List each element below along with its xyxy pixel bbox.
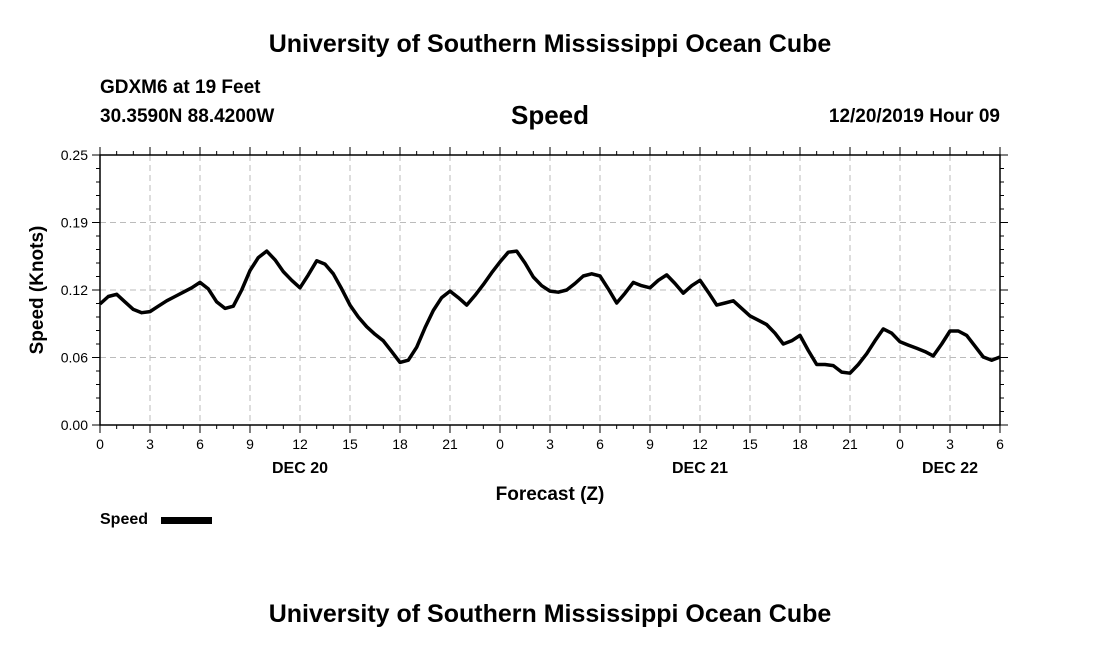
y-tick-label: 0.06 [61, 350, 88, 366]
coordinates-label: 30.3590N 88.4200W [100, 106, 275, 127]
x-tick-label: 6 [196, 436, 204, 452]
x-tick-label: 0 [496, 436, 504, 452]
x-tick-label: 15 [342, 436, 358, 452]
x-tick-label: 21 [442, 436, 458, 452]
y-axis-label: Speed (Knots) [27, 226, 48, 355]
y-tick-labels: 0.00 0.06 0.12 0.19 0.25 [61, 147, 88, 433]
speed-series-line [98, 249, 1001, 375]
x-tick-label: 3 [146, 436, 154, 452]
legend-swatch [161, 517, 212, 524]
x-tick-label: 6 [596, 436, 604, 452]
y-tick-label: 0.12 [61, 282, 88, 298]
date-labels: DEC 20 DEC 21 DEC 22 [272, 460, 978, 477]
variable-title: Speed [510, 100, 590, 130]
x-axis-label: Forecast (Z) [496, 484, 605, 505]
x-tick-label: 21 [842, 436, 858, 452]
timestamp-label: 12/20/2019 Hour 09 [828, 106, 1000, 127]
x-tick-label: 0 [96, 436, 104, 452]
x-tick-label: 9 [246, 436, 254, 452]
y-tick-label: 0.00 [61, 417, 88, 433]
x-tick-label: 3 [946, 436, 954, 452]
legend-label: Speed [100, 511, 148, 528]
date-label: DEC 20 [272, 460, 328, 477]
x-tick-label: 15 [742, 436, 758, 452]
date-label: DEC 22 [922, 460, 978, 477]
x-tick-label: 9 [646, 436, 654, 452]
chart-title: University of Southern Mississippi Ocean… [268, 30, 832, 58]
x-tick-label: 0 [896, 436, 904, 452]
plot-frame [99, 154, 1001, 426]
x-tick-label: 3 [546, 436, 554, 452]
x-tick-label: 18 [792, 436, 808, 452]
x-tick-label: 12 [292, 436, 308, 452]
x-tick-label: 6 [996, 436, 1004, 452]
footer-title: University of Southern Mississippi Ocean… [268, 600, 832, 628]
x-tick-labels: 0 3 6 9 12 15 18 21 0 3 6 9 12 15 18 21 0 3 6 [96, 436, 1004, 452]
y-tick-label: 0.19 [61, 215, 88, 231]
station-label: GDXM6 at 19 Feet [100, 77, 261, 98]
date-label: DEC 21 [672, 460, 728, 477]
x-tick-label: 18 [392, 436, 408, 452]
grid-lines [100, 155, 1000, 425]
y-tick-label: 0.25 [61, 147, 88, 163]
x-tick-label: 12 [692, 436, 708, 452]
